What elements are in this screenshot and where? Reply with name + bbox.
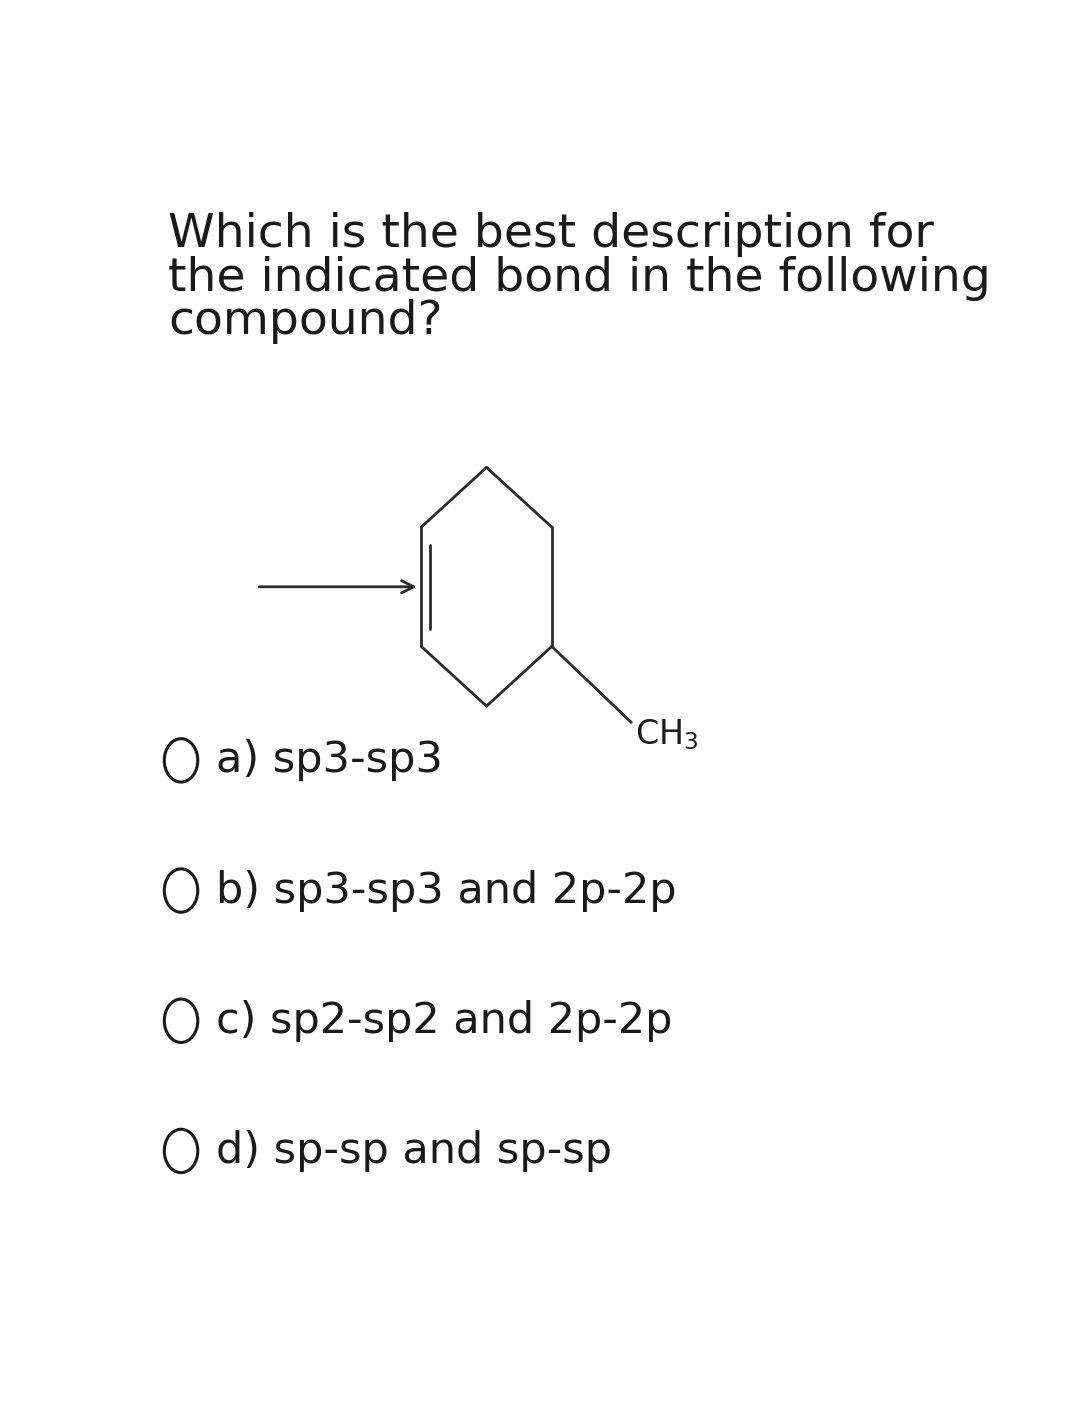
Text: CH$_3$: CH$_3$ — [635, 717, 699, 751]
Text: the indicated bond in the following: the indicated bond in the following — [168, 256, 991, 302]
Text: Which is the best description for: Which is the best description for — [168, 213, 934, 258]
Text: a) sp3-sp3: a) sp3-sp3 — [216, 740, 443, 782]
Text: b) sp3-sp3 and 2p-2p: b) sp3-sp3 and 2p-2p — [216, 869, 677, 912]
Text: d) sp-sp and sp-sp: d) sp-sp and sp-sp — [216, 1130, 612, 1172]
Text: c) sp2-sp2 and 2p-2p: c) sp2-sp2 and 2p-2p — [216, 1000, 673, 1041]
Text: compound?: compound? — [168, 299, 443, 344]
